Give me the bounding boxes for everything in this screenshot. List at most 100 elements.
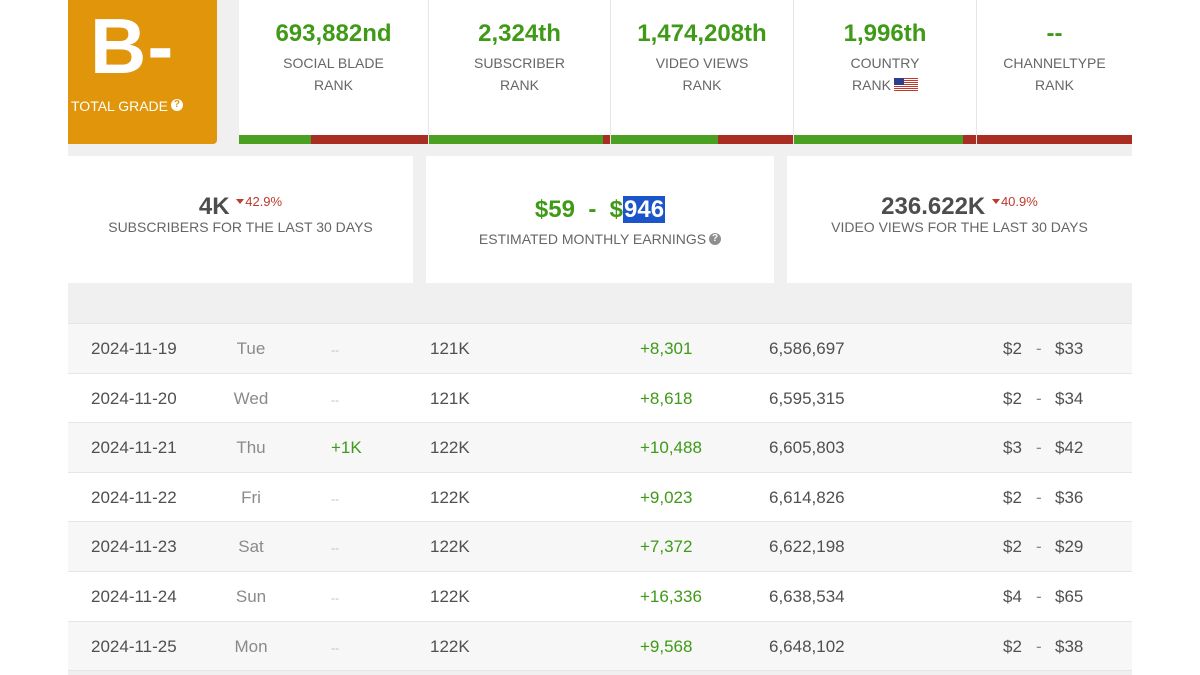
monthly-earnings-value: $59 - $946 bbox=[534, 196, 666, 223]
rank-subscriber: 2,324th SUBSCRIBER RANK bbox=[429, 0, 611, 144]
subscribers-cell: 122K bbox=[430, 487, 470, 507]
monthly-earnings-label: ESTIMATED MONTHLY EARNINGS? bbox=[426, 230, 774, 248]
rank-country: 1,996th COUNTRY RANK bbox=[794, 0, 977, 144]
subscribers-cell: 122K bbox=[430, 438, 470, 458]
earnings-high-cell: $34 bbox=[1055, 388, 1084, 408]
earnings-low-cell: $2 bbox=[1003, 636, 1022, 656]
earnings-high-cell: $65 bbox=[1055, 586, 1084, 606]
views-change-cell: +9,568 bbox=[640, 636, 693, 656]
rank-bar bbox=[429, 135, 610, 144]
us-flag-icon bbox=[893, 78, 918, 91]
rank-value: 1,996th bbox=[843, 20, 927, 47]
date-cell: 2024-11-21 bbox=[91, 438, 177, 458]
views-change-cell: +8,301 bbox=[640, 339, 693, 358]
rank-label: SOCIAL BLADE RANK bbox=[283, 55, 384, 93]
earnings-high-cell: $33 bbox=[1055, 339, 1084, 358]
views-change-cell: +10,488 bbox=[640, 438, 702, 458]
total-grade-box: B- TOTAL GRADE? bbox=[68, 0, 217, 144]
selected-text[interactable]: 946 bbox=[623, 196, 666, 223]
subscribers-cell: 122K bbox=[430, 636, 470, 656]
earnings-low-cell: $2 bbox=[1003, 339, 1022, 358]
total-grade-text: TOTAL GRADE bbox=[71, 98, 168, 114]
rank-label: CHANNELTYPE RANK bbox=[1003, 55, 1106, 93]
card-views-30d: 236.622K 40.9% VIDEO VIEWS FOR THE LAST … bbox=[787, 156, 1132, 283]
help-icon[interactable]: ? bbox=[170, 99, 183, 111]
earnings-low-cell: $4 bbox=[1003, 586, 1022, 606]
earnings-high-cell: $36 bbox=[1055, 487, 1084, 507]
rank-label: COUNTRY RANK bbox=[850, 55, 920, 93]
rank-bar bbox=[794, 135, 976, 144]
views-change-cell: +7,372 bbox=[640, 537, 693, 557]
subscribers-cell: 121K bbox=[430, 388, 470, 408]
day-cell: Wed bbox=[233, 388, 269, 408]
earnings-low-cell: $2 bbox=[1003, 537, 1022, 557]
down-triangle-icon bbox=[991, 199, 1000, 204]
subscriber-change-cell: -- bbox=[331, 640, 339, 655]
rank-bar bbox=[977, 135, 1132, 144]
total-grade-label: TOTAL GRADE? bbox=[71, 98, 183, 114]
subscriber-change-cell: -- bbox=[331, 541, 339, 556]
subscribers-30d-label: SUBSCRIBERS FOR THE LAST 30 DAYS bbox=[108, 219, 373, 235]
earnings-separator: - bbox=[1036, 438, 1042, 458]
views-total-cell: 6,648,102 bbox=[769, 636, 845, 656]
rank-video-views: 1,474,208th VIDEO VIEWS RANK bbox=[611, 0, 794, 144]
earnings-separator: - bbox=[1036, 388, 1042, 408]
table-row: 2024-11-23 Sat -- 122K +7,372 6,622,198 $2- $29 bbox=[68, 522, 1132, 572]
subscribers-cell: 122K bbox=[430, 586, 470, 606]
rank-label: VIDEO VIEWS RANK bbox=[655, 55, 749, 93]
card-subscribers-30d: 4K 42.9% SUBSCRIBERS FOR THE LAST 30 DAY… bbox=[68, 156, 413, 283]
rank-bar bbox=[239, 135, 428, 144]
earnings-separator: - bbox=[1036, 636, 1042, 656]
subscriber-change-cell: +1K bbox=[331, 438, 362, 458]
table-row: 2024-11-24 Sun -- 122K +16,336 6,638,534 $4- $6… bbox=[68, 571, 1132, 622]
rank-social-blade: 693,882nd SOCIAL BLADE RANK bbox=[239, 0, 429, 144]
rank-row: 693,882nd SOCIAL BLADE RANK 2,324th SUBSC… bbox=[239, 0, 1132, 144]
views-total-cell: 6,622,198 bbox=[769, 537, 845, 557]
views-change-cell: +9,023 bbox=[640, 487, 693, 507]
earnings-low-cell: $2 bbox=[1003, 388, 1022, 408]
views-change-cell: +16,336 bbox=[640, 586, 702, 606]
subscriber-change-cell: -- bbox=[331, 491, 339, 506]
day-cell: Sat bbox=[238, 537, 264, 557]
views-change-cell: +8,618 bbox=[640, 388, 693, 408]
views-total-cell: 6,614,826 bbox=[769, 487, 845, 507]
day-cell: Sun bbox=[235, 586, 267, 606]
earnings-high-cell: $38 bbox=[1055, 636, 1084, 656]
date-cell: 2024-11-24 bbox=[91, 586, 177, 606]
views-30d-value: 236.622K 40.9% bbox=[881, 193, 1038, 220]
date-cell: 2024-11-19 bbox=[91, 339, 177, 358]
subscribers-cell: 122K bbox=[430, 537, 470, 557]
date-cell: 2024-11-23 bbox=[91, 537, 177, 557]
views-total-cell: 6,595,315 bbox=[769, 388, 845, 408]
rank-value: -- bbox=[1046, 20, 1063, 47]
table-row: 2024-11-21 Thu +1K 122K +10,488 6,605,803 $3- $… bbox=[68, 423, 1132, 473]
earnings-separator: - bbox=[1036, 487, 1042, 507]
views-total-cell: 6,638,534 bbox=[769, 586, 845, 606]
help-icon[interactable]: ? bbox=[709, 233, 722, 245]
earnings-separator: - bbox=[1036, 586, 1042, 606]
subscriber-change-cell: -- bbox=[331, 392, 339, 407]
rank-value: 693,882nd bbox=[275, 20, 392, 47]
table-row: 2024-11-19 Tue -- 121K +8,301 6,586,697 $2- $33 bbox=[68, 324, 1132, 374]
table-row: 2024-11-22 Fri -- 122K +9,023 6,614,826 $2- $36 bbox=[68, 472, 1132, 523]
rank-channel-type: -- CHANNELTYPE RANK bbox=[977, 0, 1132, 144]
subscribers-cell: 121K bbox=[430, 339, 470, 358]
delta-down: 40.9% bbox=[991, 194, 1038, 209]
day-cell: Thu bbox=[236, 438, 266, 458]
views-30d-label: VIDEO VIEWS FOR THE LAST 30 DAYS bbox=[831, 219, 1088, 235]
rank-value: 1,474,208th bbox=[637, 20, 767, 47]
grade-letter: B- bbox=[90, 2, 175, 90]
date-cell: 2024-11-20 bbox=[91, 388, 177, 408]
day-cell: Fri bbox=[241, 487, 261, 507]
down-triangle-icon bbox=[236, 199, 245, 204]
rank-value: 2,324th bbox=[478, 20, 561, 47]
earnings-high-cell: $42 bbox=[1055, 438, 1084, 458]
rank-label: SUBSCRIBER RANK bbox=[473, 55, 566, 93]
day-cell: Tue bbox=[236, 339, 266, 358]
daily-stats-table: 2024-11-19 Tue -- 121K +8,301 6,586,697 $2- $33… bbox=[68, 323, 1132, 672]
date-cell: 2024-11-22 bbox=[91, 487, 177, 507]
views-total-cell: 6,586,697 bbox=[769, 339, 845, 358]
earnings-separator: - bbox=[1036, 339, 1042, 358]
card-monthly-earnings: $59 - $946 ESTIMATED MONTHLY EARNINGS? bbox=[426, 156, 774, 283]
